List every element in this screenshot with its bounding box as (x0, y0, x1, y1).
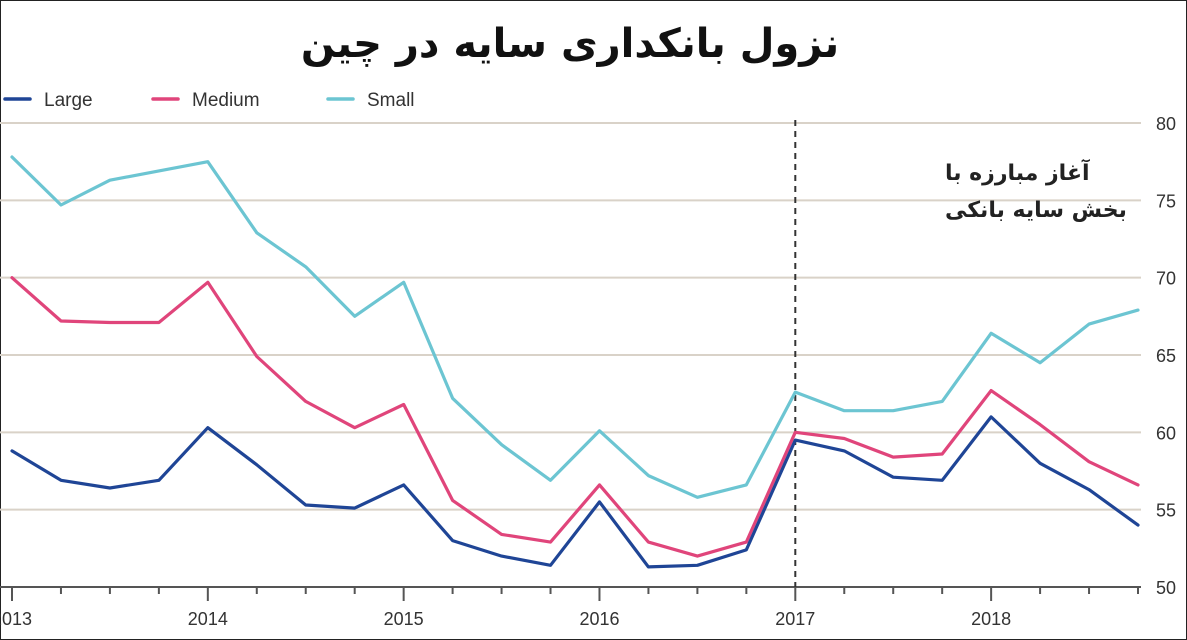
x-tick-label: 2015 (384, 609, 424, 629)
y-tick-label: 70 (1156, 269, 1176, 289)
legend-label: Small (367, 90, 415, 111)
series-lines (10, 155, 1140, 569)
series-line-medium (10, 276, 1140, 558)
legend: Large Medium Small (3, 90, 415, 111)
series-line-small (10, 155, 1140, 499)
x-tick-label: 2013 (0, 609, 32, 629)
x-tick-label: 2018 (971, 609, 1011, 629)
y-tick-label: 60 (1156, 423, 1176, 443)
x-axis: 2013 2014 2015 2016 2017 2018 (0, 586, 1141, 629)
y-tick-label: 75 (1156, 191, 1176, 211)
y-tick-label: 80 (1156, 114, 1176, 134)
annotation-text-line: آغاز مبارزه با (945, 158, 1090, 186)
annotation-text-line: بخش سایه بانکی (945, 198, 1127, 223)
y-tick-label: 55 (1156, 501, 1176, 521)
legend-label: Large (44, 90, 93, 111)
x-tick-label: 2014 (188, 609, 228, 629)
chart-title: نزول بانکداری سایه در چین (301, 21, 839, 67)
y-tick-label: 65 (1156, 346, 1176, 366)
annotation-label: آغاز مبارزه با بخش سایه بانکی (945, 158, 1127, 223)
series-line-large (10, 415, 1140, 569)
legend-label: Medium (192, 90, 260, 111)
y-axis-ticks: 50 55 60 65 70 75 80 (1156, 114, 1176, 598)
x-tick-label: 2016 (579, 609, 619, 629)
y-tick-label: 50 (1156, 578, 1176, 598)
x-tick-label: 2017 (775, 609, 815, 629)
